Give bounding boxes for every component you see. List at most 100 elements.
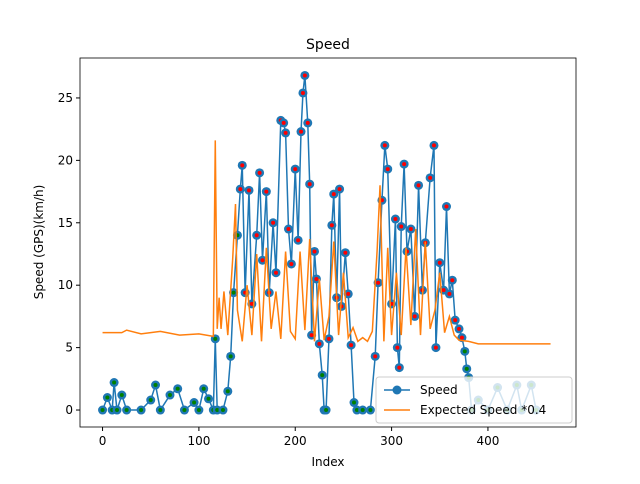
point-dot xyxy=(329,223,334,228)
point-dot xyxy=(428,175,433,180)
y-tick-label: 25 xyxy=(58,91,73,105)
point-dot xyxy=(213,336,218,341)
point-dot xyxy=(337,187,342,192)
point-dot xyxy=(376,280,381,285)
point-dot xyxy=(296,238,301,243)
point-dot xyxy=(326,336,331,341)
point-dot xyxy=(299,129,304,134)
point-dot xyxy=(314,276,319,281)
point-dot xyxy=(360,408,365,413)
x-tick-label: 400 xyxy=(476,434,499,448)
point-dot xyxy=(246,188,251,193)
series-line xyxy=(101,75,537,413)
point-dot xyxy=(464,366,469,371)
x-tick-label: 100 xyxy=(187,434,210,448)
point-dot xyxy=(271,220,276,225)
point-dot xyxy=(317,341,322,346)
y-tick-label: 5 xyxy=(65,341,73,355)
point-dot xyxy=(293,167,298,172)
point-dot xyxy=(354,408,359,413)
point-dot xyxy=(225,389,230,394)
point-dot xyxy=(220,408,225,413)
axes-frame xyxy=(79,57,577,428)
x-tick-label: 300 xyxy=(380,434,403,448)
point-dot xyxy=(457,326,462,331)
point-dot xyxy=(320,373,325,378)
chart-title: Speed xyxy=(306,37,350,53)
point-dot xyxy=(112,380,117,385)
point-dot xyxy=(231,290,236,295)
point-dot xyxy=(312,249,317,254)
point-dot xyxy=(402,162,407,167)
legend-box xyxy=(375,376,573,424)
point-dot xyxy=(462,349,467,354)
point-dot xyxy=(441,288,446,293)
point-dot xyxy=(453,318,458,323)
point-dot xyxy=(286,227,291,232)
point-dot xyxy=(444,204,449,209)
point-dot xyxy=(196,408,201,413)
point-dot xyxy=(175,386,180,391)
y-tick-label: 0 xyxy=(65,403,73,417)
point-dot xyxy=(412,314,417,319)
point-dot xyxy=(309,333,314,338)
point-dot xyxy=(240,163,245,168)
point-dot xyxy=(206,396,211,401)
point-dot xyxy=(215,408,220,413)
point-dot xyxy=(254,233,259,238)
point-dot xyxy=(346,291,351,296)
series-line xyxy=(102,140,551,345)
point-dot xyxy=(238,187,243,192)
legend-label: Expected Speed *0.4 xyxy=(420,403,546,417)
point-dot xyxy=(399,224,404,229)
y-tick-label: 20 xyxy=(58,153,73,167)
point-dot xyxy=(139,408,144,413)
point-dot xyxy=(382,143,387,148)
point-dot xyxy=(124,408,129,413)
point-dot xyxy=(408,227,413,232)
point-dot xyxy=(352,400,357,405)
point-dot xyxy=(324,408,329,413)
point-dot xyxy=(119,393,124,398)
point-dot xyxy=(158,408,163,413)
point-dot xyxy=(447,291,452,296)
series-layer xyxy=(98,70,551,415)
point-dot xyxy=(385,167,390,172)
x-tick-label: 0 xyxy=(99,434,107,448)
point-dot xyxy=(431,143,436,148)
point-dot xyxy=(307,182,312,187)
point-dot xyxy=(192,400,197,405)
point-dot xyxy=(305,120,310,125)
legend-marker xyxy=(392,385,402,395)
point-dot xyxy=(153,383,158,388)
point-dot xyxy=(343,250,348,255)
y-axis-label: Speed (GPS)(km/h) xyxy=(32,185,46,300)
point-dot xyxy=(373,354,378,359)
legend-label: Speed xyxy=(420,383,458,397)
point-dot xyxy=(264,189,269,194)
point-dot xyxy=(228,354,233,359)
point-dot xyxy=(249,301,254,306)
point-dot xyxy=(167,393,172,398)
point-dot xyxy=(331,192,336,197)
point-dot xyxy=(257,170,262,175)
point-dot xyxy=(395,345,400,350)
y-tick-label: 10 xyxy=(58,278,73,292)
point-dot xyxy=(182,408,187,413)
point-dot xyxy=(459,335,464,340)
point-dot xyxy=(201,386,206,391)
x-axis-label: Index xyxy=(311,455,344,469)
point-dot xyxy=(393,217,398,222)
point-dot xyxy=(300,90,305,95)
point-dot xyxy=(281,120,286,125)
point-dot xyxy=(114,408,119,413)
point-dot xyxy=(273,270,278,275)
y-tick-label: 15 xyxy=(58,216,73,230)
point-dot xyxy=(105,395,110,400)
point-dot xyxy=(148,398,153,403)
point-dot xyxy=(450,278,455,283)
point-dot xyxy=(283,130,288,135)
point-dot xyxy=(437,260,442,265)
point-dot xyxy=(416,183,421,188)
